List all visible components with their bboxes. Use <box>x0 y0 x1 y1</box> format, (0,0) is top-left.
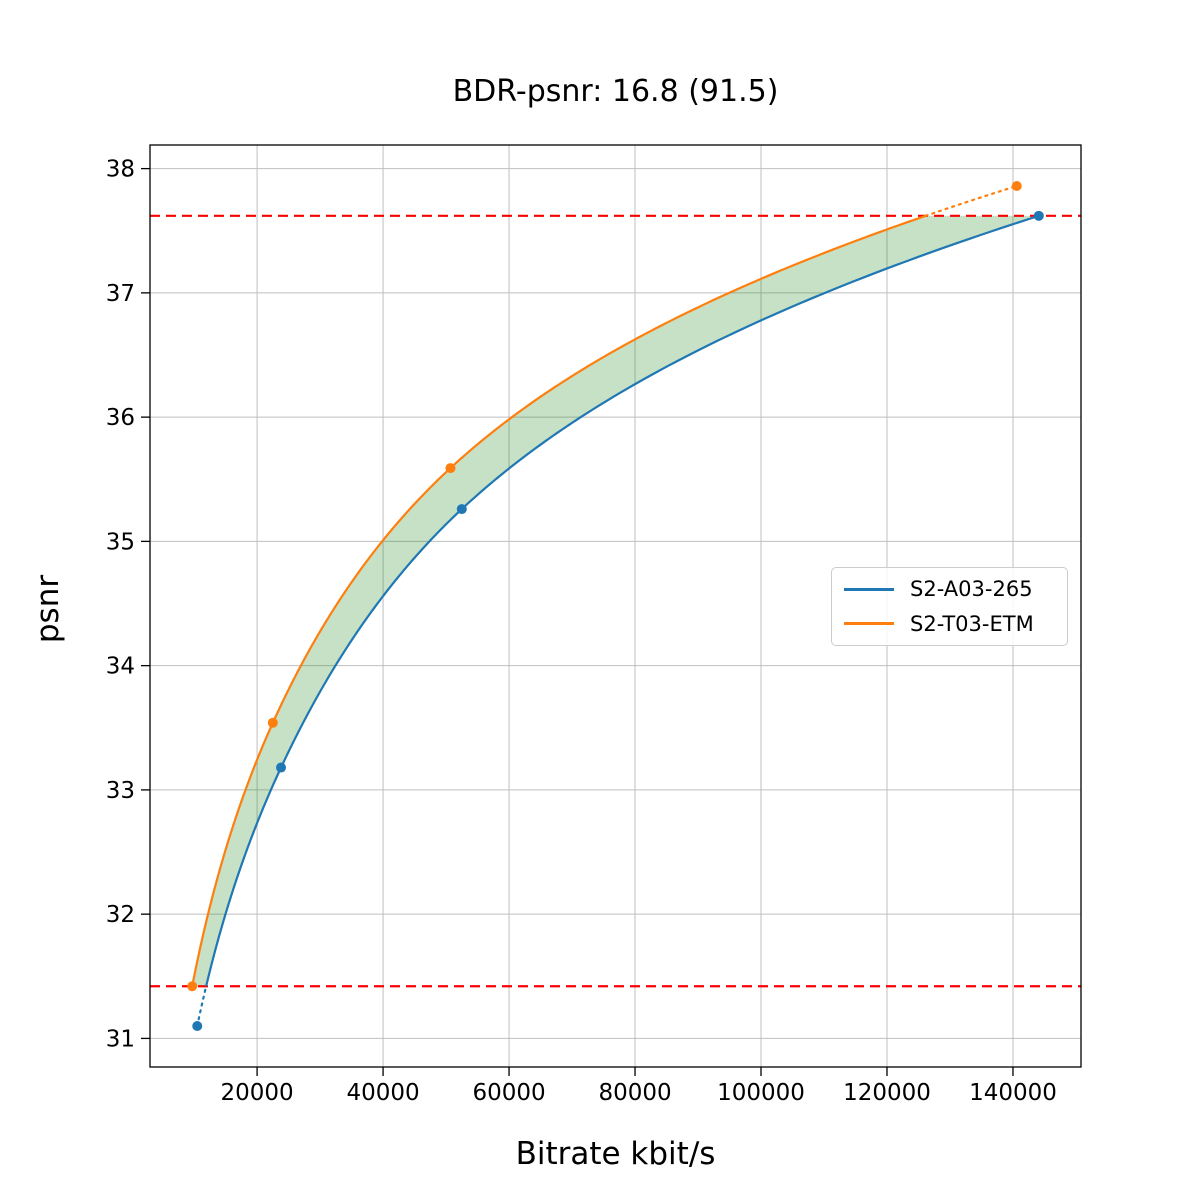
svg-text:120000: 120000 <box>843 1080 931 1106</box>
chart-title: BDR-psnr: 16.8 (91.5) <box>452 74 779 109</box>
legend-item-s2-a03-265: S2-A03-265 <box>844 577 1055 601</box>
svg-text:60000: 60000 <box>472 1080 545 1106</box>
legend-line-sample-blue <box>844 587 894 591</box>
svg-text:32: 32 <box>106 902 135 928</box>
legend-item-s2-t03-etm: S2-T03-ETM <box>844 612 1055 636</box>
svg-text:31: 31 <box>106 1026 135 1052</box>
x-axis-label: Bitrate kbit/s <box>515 1136 716 1172</box>
svg-text:38: 38 <box>106 157 135 183</box>
svg-text:140000: 140000 <box>969 1080 1057 1106</box>
svg-text:34: 34 <box>106 654 135 680</box>
svg-text:33: 33 <box>106 778 135 804</box>
legend: S2-A03-265 S2-T03-ETM <box>831 567 1068 646</box>
svg-text:37: 37 <box>106 281 135 307</box>
svg-text:35: 35 <box>106 529 135 555</box>
legend-label: S2-A03-265 <box>910 577 1033 602</box>
svg-text:20000: 20000 <box>220 1080 293 1106</box>
legend-label: S2-T03-ETM <box>910 611 1034 636</box>
legend-line-sample-orange <box>844 622 894 626</box>
svg-text:36: 36 <box>106 405 135 431</box>
svg-text:100000: 100000 <box>717 1080 805 1106</box>
svg-text:80000: 80000 <box>598 1080 671 1106</box>
svg-text:40000: 40000 <box>346 1080 419 1106</box>
y-axis-label: psnr <box>30 574 66 644</box>
